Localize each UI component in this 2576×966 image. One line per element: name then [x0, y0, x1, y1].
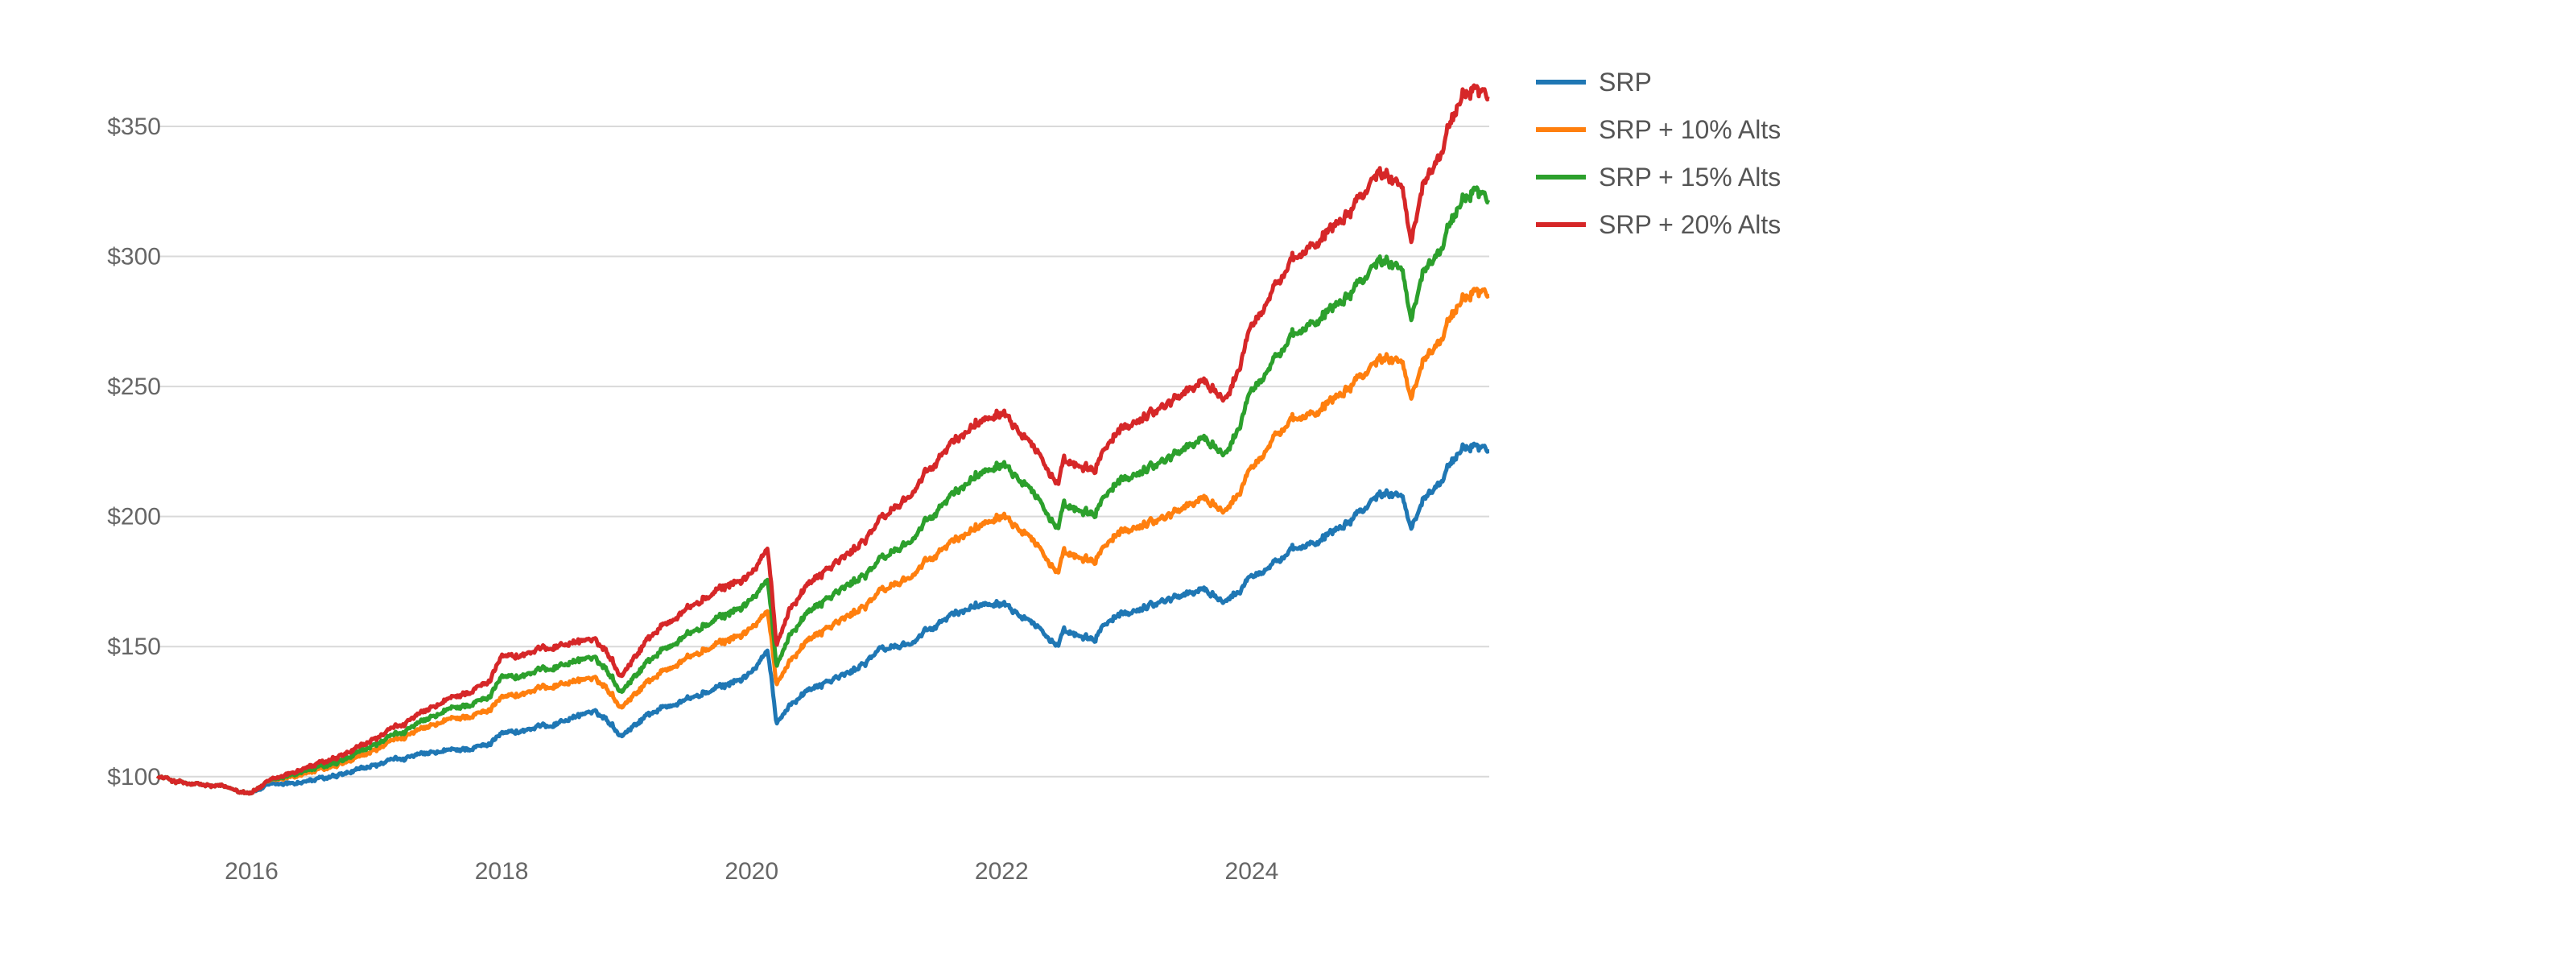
y-tick-label: $200: [107, 504, 161, 530]
x-tick-label: 2016: [225, 858, 279, 885]
x-axis-tick-labels: 2016 2018 2020 2022 2024: [225, 858, 1278, 885]
y-tick-label: $350: [107, 114, 161, 140]
y-axis-tick-labels: $100 $150 $200 $250 $300 $350: [107, 114, 161, 791]
series-line-2: [155, 185, 1491, 796]
y-tick-label: $300: [107, 244, 161, 270]
x-tick-label: 2020: [724, 858, 778, 885]
gridlines: [158, 125, 1489, 778]
legend-label[interactable]: SRP + 10% Alts: [1599, 115, 1781, 144]
series-line-0: [155, 441, 1491, 796]
y-tick-label: $250: [107, 374, 161, 400]
x-tick-label: 2024: [1225, 858, 1279, 885]
legend-label[interactable]: SRP + 15% Alts: [1599, 163, 1781, 192]
y-tick-label: $150: [107, 634, 161, 660]
series-line-1: [155, 287, 1491, 796]
series-lines: [155, 83, 1491, 796]
legend[interactable]: SRP SRP + 10% Alts SRP + 15% Alts SRP + 20%…: [1536, 68, 1781, 239]
series-line-3: [155, 83, 1491, 796]
x-tick-label: 2018: [475, 858, 529, 885]
legend-label[interactable]: SRP + 20% Alts: [1599, 210, 1781, 239]
y-tick-label: $100: [107, 764, 161, 791]
x-tick-label: 2022: [975, 858, 1029, 885]
legend-label[interactable]: SRP: [1599, 68, 1652, 97]
